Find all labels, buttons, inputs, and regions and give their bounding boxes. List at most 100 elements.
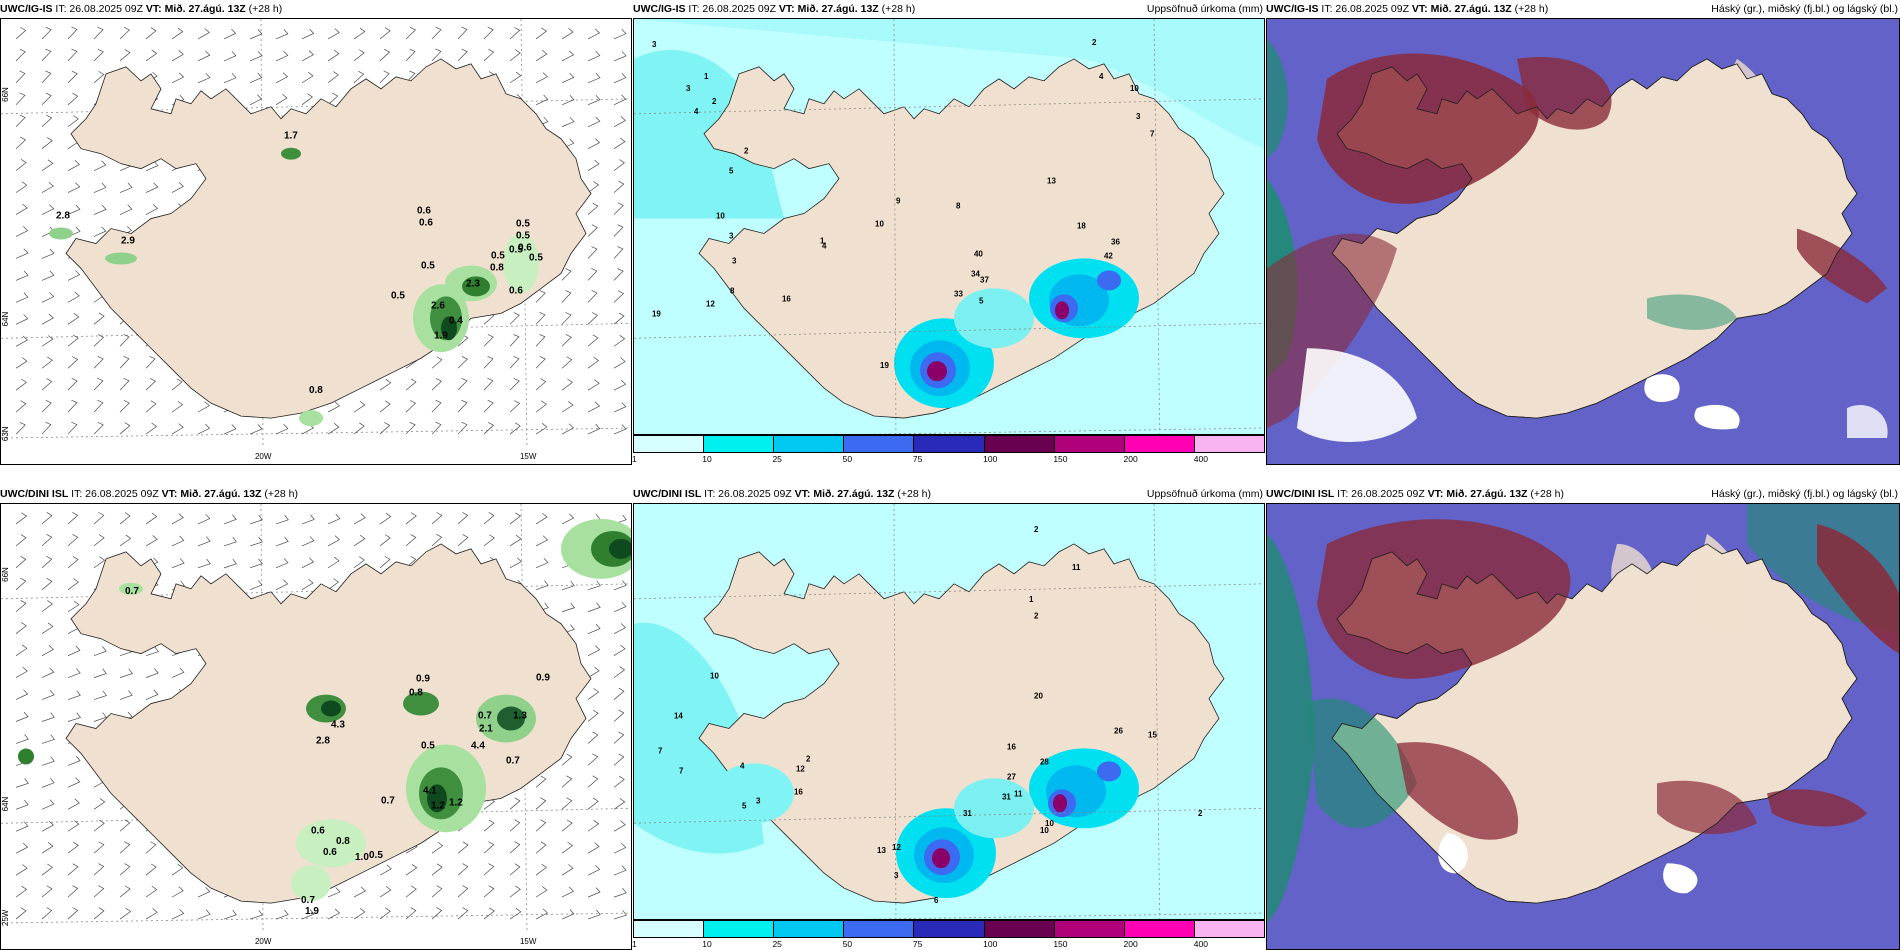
value-label: 2 (744, 147, 749, 156)
wind-barb (561, 378, 574, 391)
wind-barb (67, 668, 81, 678)
wind-barb (67, 377, 78, 391)
header-vt-label: VT: (778, 3, 795, 15)
colorbar-swatches (633, 920, 1265, 938)
wind-barb (327, 908, 341, 920)
wind-barb (275, 93, 288, 106)
wind-barb (67, 820, 80, 832)
wind-barb (249, 558, 263, 569)
wind-barb (535, 863, 547, 876)
wind-barb (613, 666, 626, 678)
wind-barb (171, 864, 184, 876)
wind-barb (587, 820, 600, 832)
colorbar-tick-label: 50 (842, 939, 853, 949)
wind-barb (93, 204, 107, 215)
colorbar-swatch (844, 921, 915, 937)
wind-barb (301, 50, 314, 62)
wind-barb (431, 841, 444, 854)
wind-barb (587, 842, 600, 854)
value-label: 2 (1198, 809, 1203, 818)
wind-barb (15, 48, 26, 62)
wind-barb (41, 204, 55, 215)
wind-barb (613, 402, 627, 413)
wind-barb (587, 50, 601, 62)
wind-barb (67, 777, 81, 788)
latitude-line (860, 427, 1264, 434)
wind-barb (613, 887, 627, 898)
wind-barb (197, 536, 211, 547)
wind-barb (67, 712, 81, 722)
wind-barb (171, 50, 184, 62)
value-label: 16 (1007, 742, 1016, 751)
wind-barb (223, 51, 237, 62)
wind-barb (379, 864, 392, 876)
wind-barb (197, 401, 210, 413)
wind-barb (327, 401, 340, 413)
wind-barb (457, 863, 469, 876)
wind-barb (93, 556, 106, 569)
wind-barb (587, 753, 599, 766)
wind-barb (93, 182, 107, 193)
wind-barb (119, 863, 131, 876)
longitude-line (893, 19, 897, 434)
colorbar-tick-label: 400 (1193, 454, 1208, 464)
header-field-title: Háský (gr.), miðský (fj.bl.) og lágský (… (1711, 3, 1898, 15)
wind-barb (67, 798, 80, 810)
wind-barb (431, 885, 443, 898)
wind-barb (587, 645, 601, 656)
value-label: 2.8 (56, 211, 70, 222)
wind-barb (327, 423, 340, 435)
wind-barb (561, 423, 574, 435)
colorbar-swatch (984, 436, 1055, 452)
colorbar-tick-label: 25 (772, 454, 782, 464)
wind-barb (535, 513, 548, 525)
wind-barb (41, 907, 53, 920)
wind-barb (509, 534, 522, 547)
wind-barb (483, 907, 495, 920)
value-label: 3 (686, 84, 691, 93)
wind-barb (197, 28, 210, 40)
value-label: 0.5 (421, 740, 435, 751)
value-label: 27 (1007, 772, 1016, 781)
wind-barb (41, 667, 55, 678)
cloud-map (1267, 504, 1899, 949)
wind-barb (41, 555, 53, 569)
wind-barb (15, 27, 27, 40)
wind-barb (197, 50, 211, 62)
colorbar-tick-label: 150 (1053, 454, 1068, 464)
wind-barb (119, 690, 133, 700)
header-model: UWC/IG-IS (1266, 3, 1319, 15)
wind-barb (431, 378, 442, 391)
value-label: 0.6 (311, 825, 325, 836)
wind-barb (483, 377, 494, 391)
panel-header: UWC/DINI ISL IT: 26.08.2025 09Z VT: Mið.… (0, 485, 632, 503)
longitude-line (1153, 504, 1161, 919)
value-label: 0.5 (529, 252, 543, 263)
wind-barb (405, 48, 416, 62)
value-label: 5 (729, 167, 734, 176)
wind-barb (587, 709, 599, 722)
latitude-line (634, 322, 1264, 339)
wind-barb (327, 556, 340, 569)
value-label: 0.5 (491, 250, 505, 261)
wind-barb (145, 422, 158, 435)
value-label: 14 (674, 711, 683, 720)
header-it: IT: 26.08.2025 09Z (1337, 488, 1425, 500)
wind-barb (587, 28, 601, 40)
header-field-title: Háský (gr.), miðský (fj.bl.) og lágský (… (1711, 488, 1898, 500)
header-it: IT: 26.08.2025 09Z (1321, 3, 1409, 15)
header-field-title: Uppsöfnuð úrkoma (mm) (1146, 488, 1263, 500)
wind-barb (15, 226, 29, 237)
wind-barb (15, 114, 26, 128)
wind-barb (561, 819, 573, 832)
value-label: 0.7 (301, 895, 315, 906)
wind-barb (41, 70, 52, 84)
wind-map: 0.7 0.9 0.8 0.9 0.7 1.3 2.1 4.4 0.5 4.1 1.2 1.2 0.7 0… (1, 504, 631, 946)
precip-panel-top: UWC/IG-IS IT: 26.08.2025 09Z VT: Mið. 27… (632, 0, 1265, 465)
wind-barb (457, 399, 468, 413)
map-frame (1266, 503, 1900, 950)
wind-barb (15, 842, 29, 854)
colorbar-tick-label: 100 (983, 939, 998, 949)
wind-barb (119, 885, 131, 898)
wind-barb (145, 356, 156, 369)
